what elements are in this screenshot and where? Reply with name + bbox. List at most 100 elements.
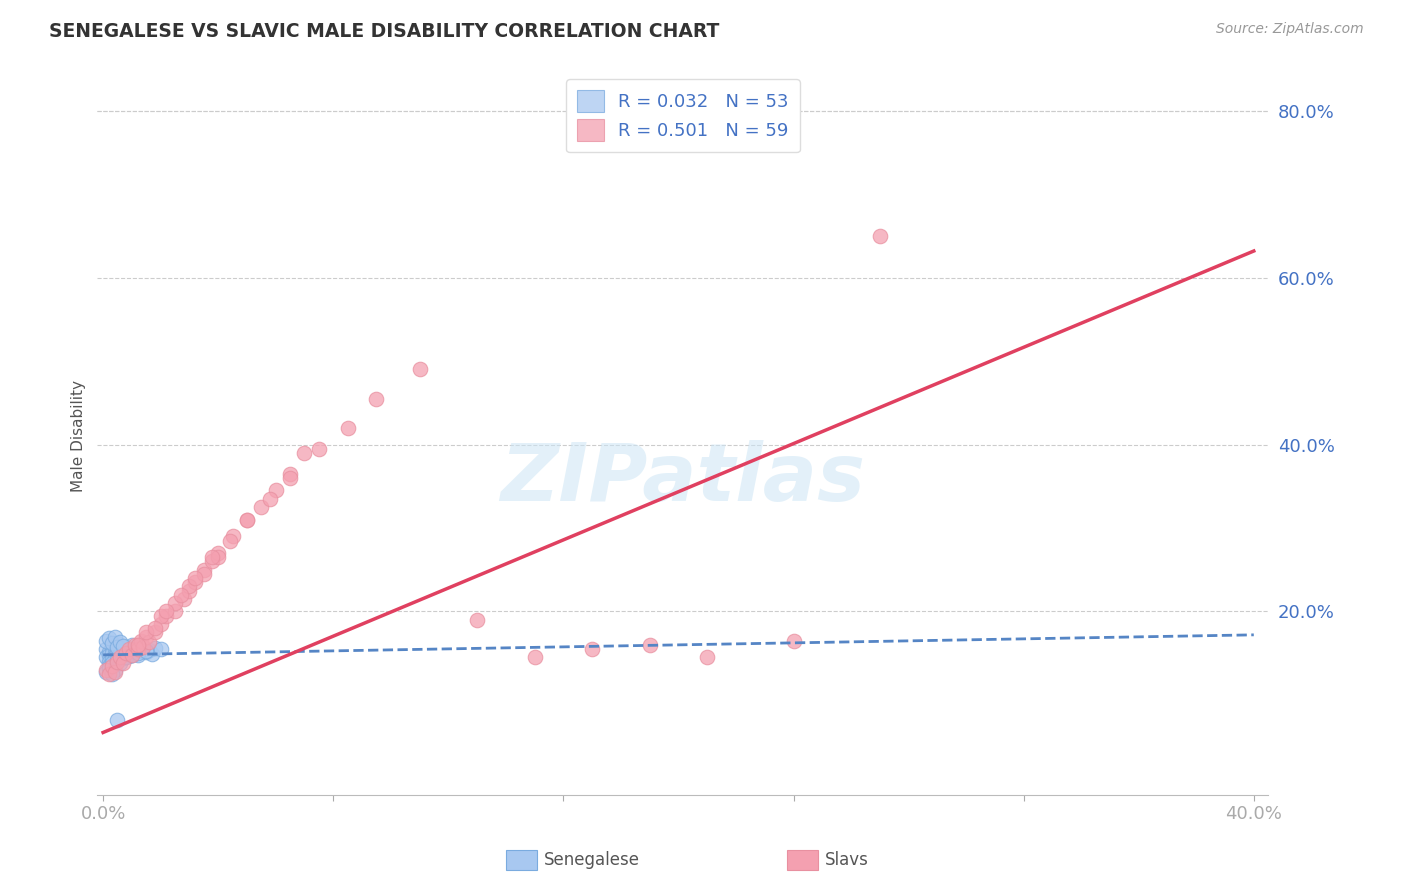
Point	[143, 621, 166, 635]
Point	[129, 643, 152, 657]
Point	[97, 667, 120, 681]
Point	[408, 362, 430, 376]
Text: SENEGALESE VS SLAVIC MALE DISABILITY CORRELATION CHART: SENEGALESE VS SLAVIC MALE DISABILITY COR…	[49, 22, 720, 41]
Point	[129, 633, 152, 648]
Point	[115, 646, 138, 660]
Point	[696, 650, 718, 665]
Point	[115, 640, 138, 654]
Text: Senegalese: Senegalese	[544, 851, 640, 869]
Point	[782, 633, 804, 648]
Point	[236, 513, 259, 527]
Point	[104, 665, 127, 679]
Point	[465, 613, 488, 627]
Point	[221, 529, 243, 543]
Point	[124, 642, 146, 657]
Point	[135, 645, 157, 659]
Point	[523, 650, 546, 665]
Point	[259, 491, 281, 506]
Point	[141, 647, 163, 661]
Point	[179, 583, 201, 598]
Point	[100, 667, 122, 681]
Point	[121, 648, 143, 662]
Point	[94, 650, 117, 665]
Point	[107, 713, 129, 727]
Point	[97, 661, 120, 675]
Point	[115, 647, 138, 661]
Point	[107, 649, 129, 664]
Point	[149, 608, 172, 623]
Point	[155, 608, 177, 623]
Point	[115, 650, 138, 665]
Point	[264, 483, 287, 498]
Point	[366, 392, 388, 406]
Point	[135, 643, 157, 657]
Text: ZIPatlas: ZIPatlas	[501, 441, 865, 518]
Point	[94, 633, 117, 648]
Point	[94, 663, 117, 677]
Point	[112, 639, 135, 653]
Point	[107, 653, 129, 667]
Point	[104, 630, 127, 644]
Point	[127, 646, 149, 660]
Point	[135, 630, 157, 644]
Y-axis label: Male Disability: Male Disability	[72, 380, 86, 492]
Point	[104, 663, 127, 677]
Point	[107, 643, 129, 657]
Point	[143, 641, 166, 656]
Point	[163, 596, 186, 610]
Point	[184, 575, 207, 590]
Point	[132, 640, 155, 655]
Point	[100, 657, 122, 671]
Point	[127, 648, 149, 662]
Point	[138, 643, 160, 657]
Point	[581, 642, 603, 657]
Point	[132, 640, 155, 654]
Point	[201, 554, 224, 568]
Point	[100, 646, 122, 660]
Point	[94, 665, 117, 679]
Point	[100, 640, 122, 654]
Point	[250, 500, 273, 515]
Point	[104, 648, 127, 663]
Text: Slavs: Slavs	[825, 851, 869, 869]
Point	[308, 442, 330, 456]
Legend: R = 0.032   N = 53, R = 0.501   N = 59: R = 0.032 N = 53, R = 0.501 N = 59	[565, 79, 800, 153]
Point	[121, 648, 143, 662]
Point	[149, 642, 172, 657]
Point	[163, 605, 186, 619]
Point	[97, 658, 120, 673]
Point	[143, 625, 166, 640]
Point	[112, 651, 135, 665]
Text: Source: ZipAtlas.com: Source: ZipAtlas.com	[1216, 22, 1364, 37]
Point	[118, 648, 141, 663]
Point	[149, 617, 172, 632]
Point	[184, 571, 207, 585]
Point	[236, 513, 259, 527]
Point	[201, 550, 224, 565]
Point	[127, 642, 149, 657]
Point	[207, 546, 229, 560]
Point	[107, 640, 129, 654]
Point	[94, 642, 117, 657]
Point	[110, 650, 132, 665]
Point	[104, 642, 127, 657]
Point	[112, 644, 135, 658]
Point	[100, 636, 122, 650]
Point	[100, 652, 122, 666]
Point	[121, 644, 143, 658]
Point	[118, 643, 141, 657]
Point	[218, 533, 240, 548]
Point	[110, 635, 132, 649]
Point	[193, 563, 215, 577]
Point	[110, 657, 132, 671]
Point	[121, 638, 143, 652]
Point	[97, 644, 120, 658]
Point	[135, 625, 157, 640]
Point	[193, 566, 215, 581]
Point	[278, 467, 301, 481]
Point	[336, 421, 359, 435]
Point	[869, 229, 891, 244]
Point	[110, 641, 132, 656]
Point	[207, 550, 229, 565]
Point	[97, 655, 120, 669]
